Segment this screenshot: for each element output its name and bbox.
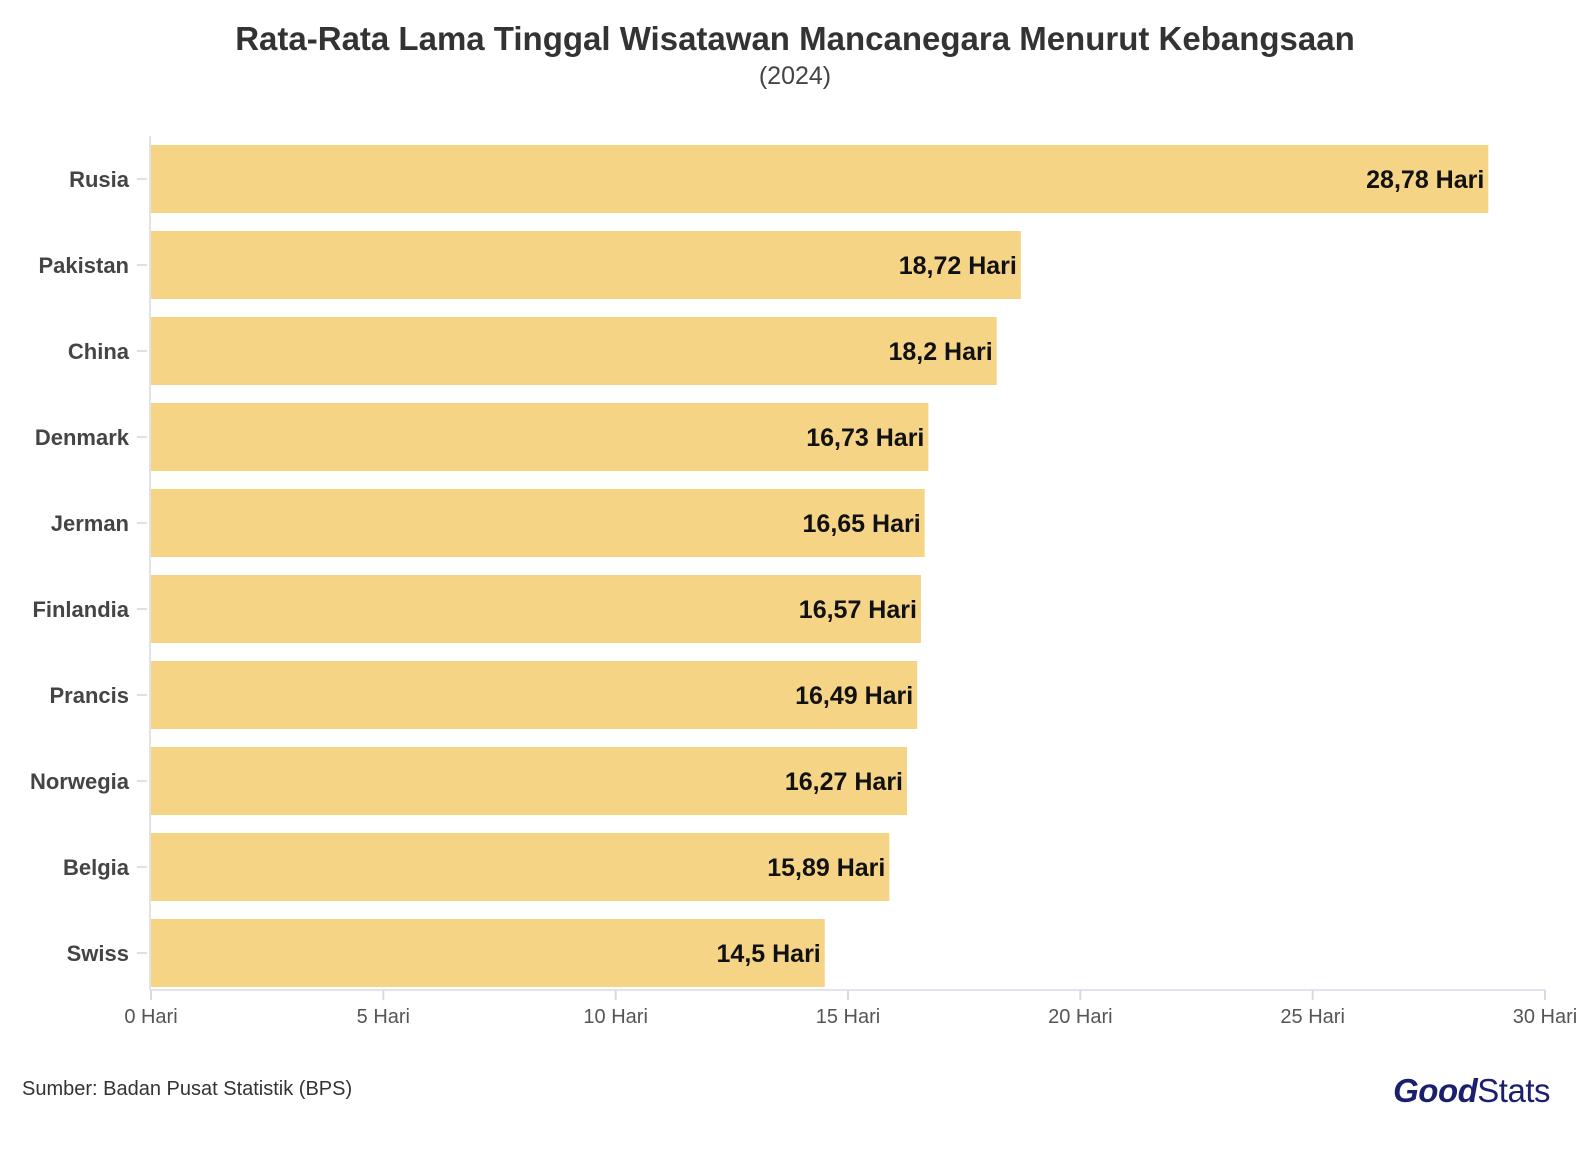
data-label: 16,49 Hari (795, 682, 913, 710)
data-label: 14,5 Hari (717, 940, 821, 968)
chart-title: Rata-Rata Lama Tinggal Wisatawan Mancane… (235, 20, 1355, 57)
bar-finlandia (151, 575, 921, 643)
data-label: 28,78 Hari (1366, 166, 1484, 194)
bar-norwegia (151, 747, 908, 815)
logo-stats-text: Stats (1477, 1072, 1550, 1109)
x-tick-label: 5 Hari (357, 1006, 410, 1028)
y-tick-label: China (68, 339, 130, 364)
y-tick-label: Swiss (67, 941, 129, 966)
data-label: 16,73 Hari (806, 424, 924, 452)
bar-belgia (151, 833, 890, 901)
bar-denmark (151, 403, 929, 471)
y-tick-label: Norwegia (30, 769, 130, 794)
chart-subtitle: (2024) (758, 62, 832, 90)
data-label: 15,89 Hari (767, 854, 885, 882)
y-tick-label: Rusia (69, 167, 130, 192)
x-tick-label: 30 Hari (1513, 1006, 1577, 1028)
data-label: 18,72 Hari (899, 252, 1017, 280)
y-tick-label: Prancis (50, 683, 130, 708)
x-tick-label: 25 Hari (1280, 1006, 1344, 1028)
logo-good-text: Good (1393, 1072, 1478, 1109)
data-label: 16,57 Hari (799, 596, 917, 624)
bar-pakistan (151, 231, 1021, 299)
data-label: 16,27 Hari (785, 768, 903, 796)
y-tick-label: Belgia (63, 855, 130, 880)
bar-rusia (151, 145, 1489, 213)
x-tick-label: 0 Hari (124, 1006, 177, 1028)
source-note: Sumber: Badan Pusat Statistik (BPS) (22, 1078, 353, 1100)
bar-jerman (151, 489, 925, 557)
data-label: 16,65 Hari (803, 510, 921, 538)
data-label: 18,2 Hari (888, 338, 992, 366)
bar-chart: Rusia 28,78 Hari Pakistan 18,72 Hari China 18… (30, 136, 1577, 1028)
y-tick-label: Pakistan (39, 253, 130, 278)
bar-prancis (151, 661, 918, 729)
bar-china (151, 317, 997, 385)
x-tick-label: 10 Hari (583, 1006, 647, 1028)
x-tick-label: 20 Hari (1048, 1006, 1112, 1028)
y-tick-label: Jerman (51, 511, 129, 536)
y-tick-label: Finlandia (32, 597, 129, 622)
y-tick-label: Denmark (35, 425, 130, 450)
x-tick-label: 15 Hari (816, 1006, 880, 1028)
goodstats-logo: GoodStats (1393, 1072, 1550, 1110)
bar-swiss (151, 919, 825, 987)
